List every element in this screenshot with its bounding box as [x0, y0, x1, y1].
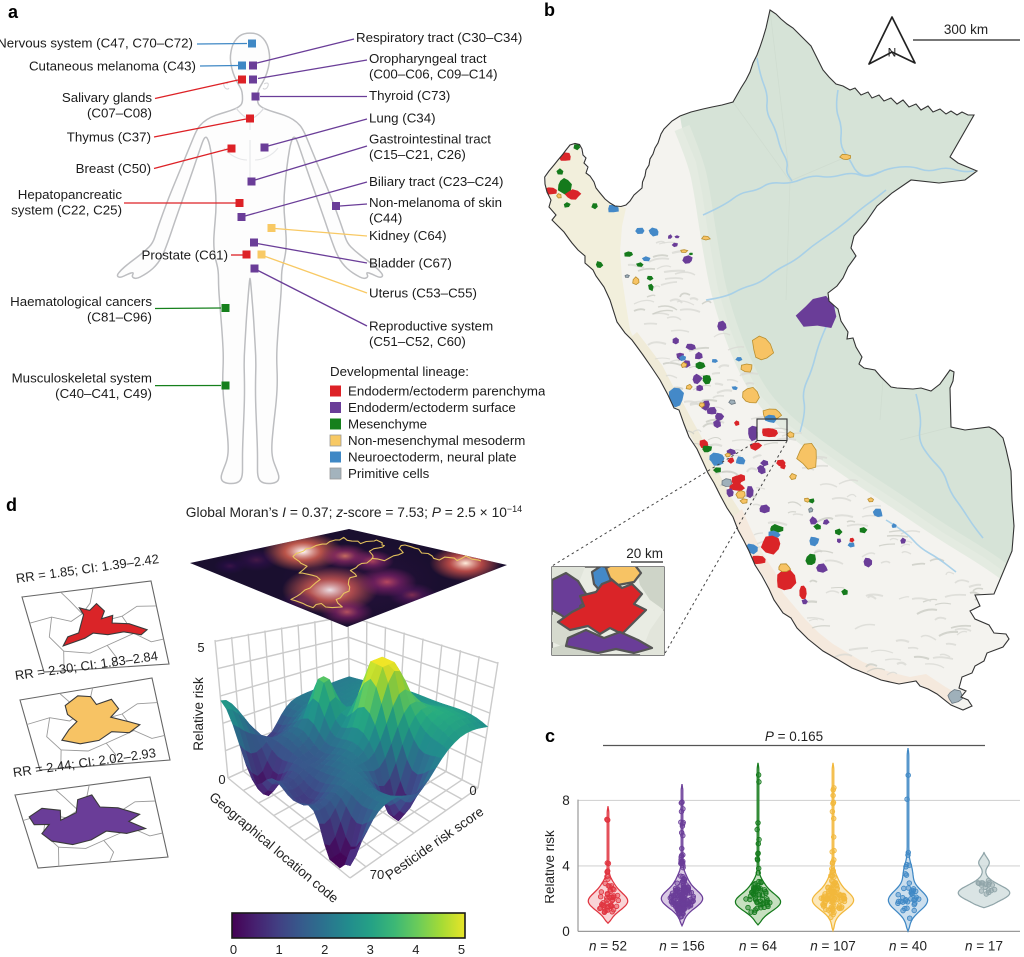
svg-text:Reproductive system: Reproductive system [369, 319, 493, 334]
svg-text:70: 70 [370, 867, 384, 882]
svg-text:(C00–C06, C09–C14): (C00–C06, C09–C14) [369, 67, 498, 82]
svg-text:Global Moran’s I = 0.37; z-sco: Global Moran’s I = 0.37; z-score = 7.53;… [186, 504, 522, 520]
svg-text:3: 3 [367, 942, 374, 957]
svg-text:8: 8 [562, 793, 570, 808]
svg-text:Hepatopancreatic: Hepatopancreatic [18, 187, 123, 202]
svg-text:Primitive cells: Primitive cells [348, 466, 430, 481]
svg-text:Nervous system (C47, C70–C72): Nervous system (C47, C70–C72) [0, 36, 193, 51]
svg-text:0: 0 [562, 924, 570, 939]
svg-text:Kidney (C64): Kidney (C64) [369, 228, 447, 243]
svg-text:Gastrointestinal tract: Gastrointestinal tract [369, 132, 491, 147]
svg-text:Endoderm/ectoderm surface: Endoderm/ectoderm surface [348, 400, 516, 415]
svg-text:n = 52: n = 52 [589, 939, 627, 954]
svg-text:1: 1 [275, 942, 282, 957]
svg-text:Developmental lineage:: Developmental lineage: [330, 364, 469, 379]
svg-text:(C15–C21, C26): (C15–C21, C26) [369, 147, 466, 162]
svg-text:Musculoskeletal system: Musculoskeletal system [12, 371, 152, 386]
svg-text:Prostate (C61): Prostate (C61) [142, 248, 228, 263]
svg-text:(C51–C52, C60): (C51–C52, C60) [369, 334, 466, 349]
svg-text:Haematological cancers: Haematological cancers [10, 294, 152, 309]
svg-text:Uterus (C53–C55): Uterus (C53–C55) [369, 286, 477, 301]
svg-text:Thymus (C37): Thymus (C37) [67, 130, 151, 145]
svg-text:(C81–C96): (C81–C96) [87, 310, 152, 325]
svg-text:n = 17: n = 17 [965, 939, 1003, 954]
svg-text:20 km: 20 km [626, 546, 663, 561]
svg-text:0: 0 [218, 772, 225, 787]
svg-text:Endoderm/ectoderm parenchymal: Endoderm/ectoderm parenchymal [348, 384, 545, 399]
svg-text:n = 40: n = 40 [889, 939, 927, 954]
svg-text:0: 0 [469, 783, 476, 798]
svg-text:5: 5 [197, 640, 204, 655]
svg-text:Breast (C50): Breast (C50) [76, 161, 151, 176]
svg-text:system (C22, C25): system (C22, C25) [11, 203, 122, 218]
svg-text:(C44): (C44) [369, 211, 402, 226]
svg-text:RR = 1.85; CI: 1.39–2.42: RR = 1.85; CI: 1.39–2.42 [15, 551, 160, 586]
svg-text:Cutaneous melanoma (C43): Cutaneous melanoma (C43) [29, 59, 196, 74]
svg-text:4: 4 [562, 858, 570, 873]
svg-text:0: 0 [230, 942, 237, 957]
svg-text:Respiratory tract (C30–C34): Respiratory tract (C30–C34) [356, 30, 522, 45]
svg-text:Biliary tract (C23–C24): Biliary tract (C23–C24) [369, 174, 504, 189]
svg-text:(C07–C08): (C07–C08) [87, 106, 152, 121]
svg-text:Thyroid (C73): Thyroid (C73) [369, 88, 450, 103]
svg-text:Neuroectoderm, neural plate: Neuroectoderm, neural plate [348, 450, 517, 465]
svg-text:n = 64: n = 64 [739, 939, 777, 954]
svg-text:2: 2 [321, 942, 328, 957]
svg-text:N: N [888, 46, 897, 60]
svg-text:Salivary glands: Salivary glands [62, 90, 153, 105]
svg-text:4: 4 [412, 942, 419, 957]
svg-text:n = 107: n = 107 [810, 939, 855, 954]
svg-text:Lung (C34): Lung (C34) [369, 111, 436, 126]
svg-text:Non-mesenchymal mesoderm: Non-mesenchymal mesoderm [348, 433, 525, 448]
svg-text:Non-melanoma of skin: Non-melanoma of skin [369, 195, 502, 210]
svg-text:Bladder (C67): Bladder (C67) [369, 256, 452, 271]
svg-text:5: 5 [458, 942, 465, 957]
svg-text:P = 0.165: P = 0.165 [765, 729, 823, 744]
svg-text:(C40–C41, C49): (C40–C41, C49) [55, 386, 152, 401]
svg-text:n = 156: n = 156 [659, 939, 704, 954]
svg-text:Relative risk: Relative risk [545, 830, 557, 904]
svg-text:Oropharyngeal tract: Oropharyngeal tract [369, 51, 487, 66]
svg-text:300 km: 300 km [944, 22, 988, 37]
svg-text:Mesenchyme: Mesenchyme [348, 417, 427, 432]
svg-text:Relative risk: Relative risk [191, 677, 206, 751]
